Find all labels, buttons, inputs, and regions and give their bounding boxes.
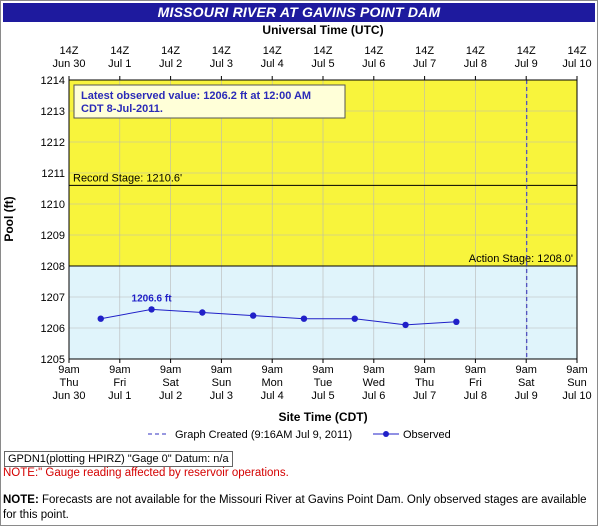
bottom-tick-date: Jul 5 — [311, 390, 334, 402]
bottom-tick-time: 9am — [465, 364, 486, 376]
bottom-axis-title: Site Time (CDT) — [278, 410, 367, 424]
bottom-tick-time: 9am — [58, 364, 79, 376]
legend-created-label: Graph Created (9:16AM Jul 9, 2011) — [175, 429, 352, 441]
top-tick-date: Jul 9 — [515, 58, 538, 70]
bottom-tick-day: Sun — [212, 377, 232, 389]
top-axis-title: Universal Time (UTC) — [262, 23, 383, 37]
bottom-tick-day: Sat — [162, 377, 179, 389]
forecast-note-text: Forecasts are not available for the Miss… — [3, 494, 587, 521]
top-tick-time: 14Z — [364, 45, 383, 57]
bottom-tick-time: 9am — [261, 364, 282, 376]
top-tick-date: Jul 8 — [464, 58, 487, 70]
bottom-tick-date: Jul 8 — [464, 390, 487, 402]
observed-point — [249, 312, 257, 319]
observed-point — [453, 318, 460, 325]
bottom-tick-date: Jul 10 — [562, 390, 591, 402]
bottom-tick-time: 9am — [363, 364, 384, 376]
top-tick-date: Jul 4 — [261, 58, 284, 70]
latest-observed-box — [73, 84, 346, 119]
bottom-tick-day: Fri — [469, 377, 482, 389]
y-tick-label: 1205 — [41, 354, 65, 366]
chart-title: MISSOURI RIVER AT GAVINS POINT DAM — [3, 3, 595, 22]
top-tick-time: 14Z — [60, 45, 79, 57]
y-tick-label: 1214 — [41, 75, 65, 87]
observed-point — [402, 321, 409, 329]
legend-observed-swatch-dot — [383, 431, 389, 437]
bottom-tick-time: 9am — [160, 364, 181, 376]
y-tick-label: 1209 — [41, 230, 65, 242]
threshold-label: Record Stage: 1210.6' — [73, 172, 182, 184]
y-tick-label: 1211 — [41, 168, 65, 180]
y-tick-label: 1213 — [41, 106, 65, 118]
forecast-note-label: NOTE: — [3, 494, 39, 506]
gauge-note: NOTE:" Gauge reading affected by reservo… — [3, 467, 289, 479]
bottom-tick-date: Jul 9 — [515, 390, 538, 402]
bottom-tick-day: Sun — [567, 377, 587, 389]
top-tick-date: Jul 10 — [562, 58, 591, 70]
bottom-tick-day: Wed — [363, 377, 385, 389]
top-tick-time: 14Z — [517, 45, 536, 57]
bottom-tick-time: 9am — [515, 364, 536, 376]
bottom-tick-day: Thu — [60, 377, 79, 389]
plot-border — [68, 79, 578, 360]
data-label: 1206.6 ft — [132, 293, 173, 304]
top-tick-time: 14Z — [263, 45, 282, 57]
observed-point — [351, 315, 358, 322]
observed-line — [100, 308, 457, 326]
y-tick-label: 1212 — [41, 137, 65, 149]
top-tick-time: 14Z — [568, 45, 587, 57]
observed-point — [199, 309, 206, 316]
hydrograph: Record Stage: 1210.6' Action Stage: 1208.… — [2, 23, 592, 441]
y-tick-label: 1207 — [41, 292, 65, 304]
top-tick-time: 14Z — [110, 45, 129, 57]
bottom-tick-date: Jul 1 — [108, 390, 131, 402]
bottom-tick-day: Thu — [415, 377, 434, 389]
observed-point — [300, 315, 308, 322]
latest-observed-line2: CDT 8-Jul-2011. — [81, 103, 163, 115]
bottom-tick-day: Fri — [113, 377, 126, 389]
observed-point — [97, 315, 104, 322]
top-tick-date: Jul 7 — [413, 58, 436, 70]
top-tick-time: 14Z — [314, 45, 333, 57]
top-tick-date: Jul 1 — [108, 58, 131, 70]
bottom-tick-time: 9am — [566, 364, 587, 376]
bottom-tick-date: Jul 6 — [362, 390, 385, 402]
bottom-tick-time: 9am — [211, 364, 232, 376]
bottom-tick-day: Sat — [518, 377, 535, 389]
y-tick-label: 1206 — [41, 323, 65, 335]
bottom-tick-date: Jul 4 — [261, 390, 284, 402]
threshold-label: Action Stage: 1208.0' — [469, 253, 573, 265]
bottom-tick-date: Jul 3 — [210, 390, 233, 402]
top-tick-time: 14Z — [161, 45, 180, 57]
source-label: GPDN1(plotting HPIRZ) "Gage 0" Datum: n/… — [4, 451, 233, 467]
legend-observed-label: Observed — [403, 429, 451, 441]
y-axis-title: Pool (ft) — [2, 196, 16, 241]
top-tick-date: Jul 2 — [159, 58, 182, 70]
top-tick-date: Jul 6 — [362, 58, 385, 70]
bottom-tick-day: Mon — [261, 377, 282, 389]
y-tick-label: 1210 — [41, 199, 65, 211]
bottom-tick-time: 9am — [414, 364, 435, 376]
y-tick-label: 1208 — [41, 261, 65, 273]
legend: Graph Created (9:16AM Jul 9, 2011) Obser… — [148, 429, 451, 441]
top-tick-time: 14Z — [212, 45, 231, 57]
top-tick-date: Jul 5 — [311, 58, 334, 70]
bottom-tick-day: Tue — [314, 377, 333, 389]
top-tick-date: Jun 30 — [52, 58, 85, 70]
top-tick-date: Jul 3 — [210, 58, 233, 70]
top-tick-time: 14Z — [415, 45, 434, 57]
bottom-tick-date: Jul 7 — [413, 390, 436, 402]
forecast-note: NOTE: Forecasts are not available for th… — [3, 493, 593, 523]
observed-point — [148, 306, 155, 313]
bottom-tick-time: 9am — [312, 364, 333, 376]
bottom-tick-date: Jun 30 — [52, 390, 85, 402]
top-tick-time: 14Z — [466, 45, 485, 57]
latest-observed-line1: Latest observed value: 1206.2 ft at 12:0… — [81, 90, 311, 102]
bottom-tick-time: 9am — [109, 364, 130, 376]
bottom-tick-date: Jul 2 — [159, 390, 182, 402]
